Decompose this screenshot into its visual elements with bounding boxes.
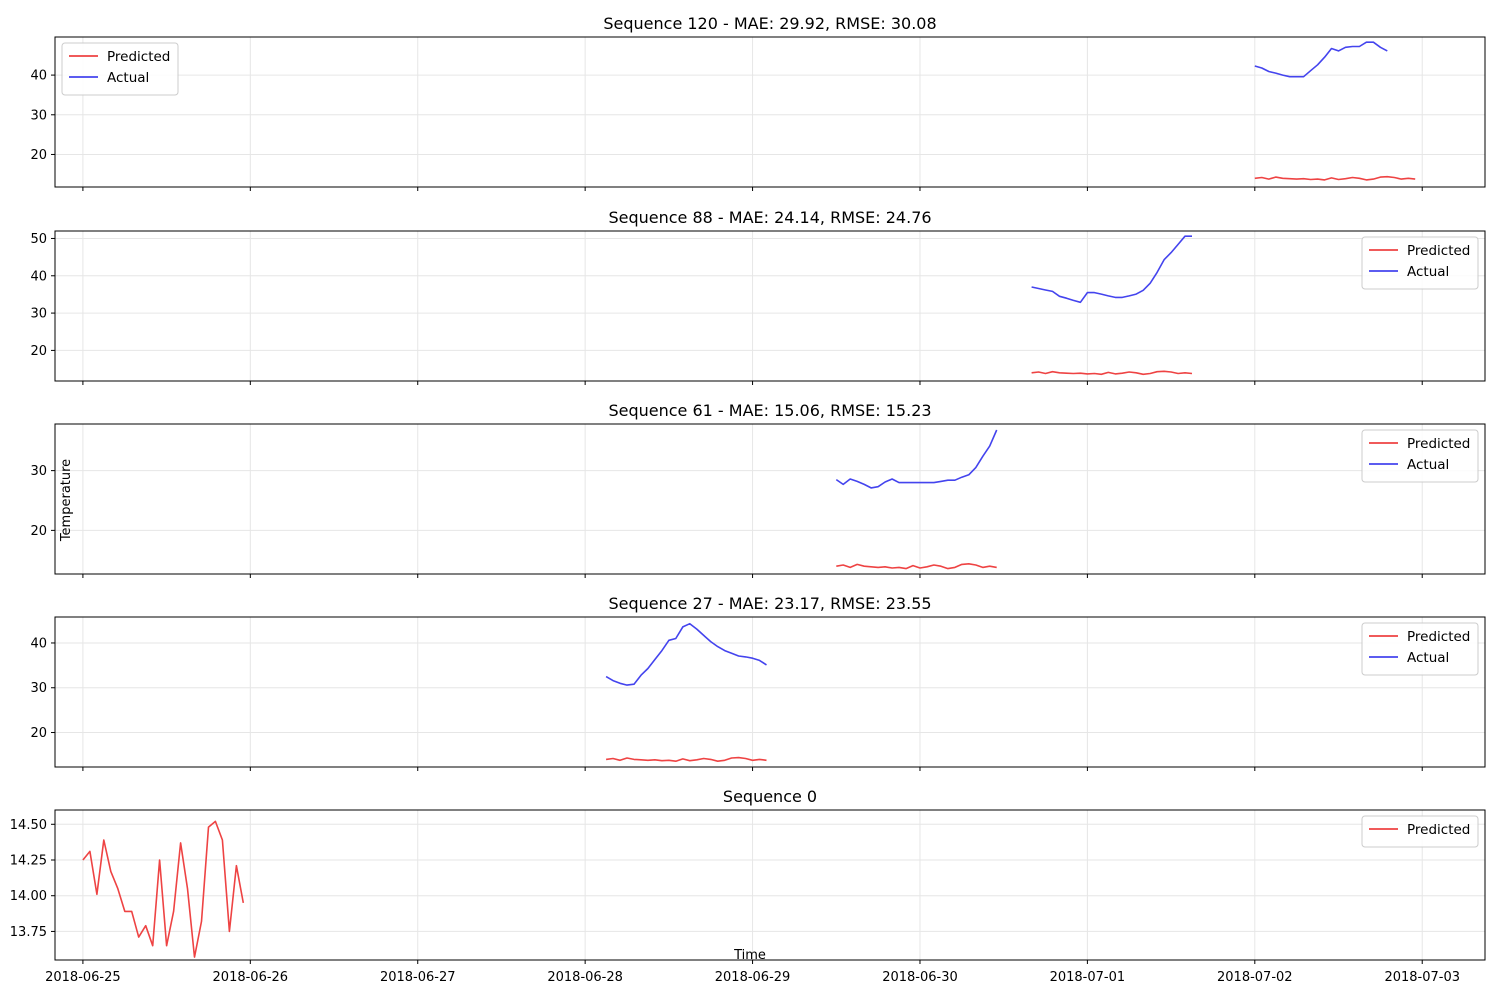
subplot-title: Sequence 120 - MAE: 29.92, RMSE: 30.08 [603, 14, 936, 33]
x-tick-label: 2018-07-01 [1050, 970, 1126, 985]
legend-label: Actual [1407, 457, 1449, 473]
subplot-title: Sequence 0 [723, 787, 817, 806]
y-tick-label: 30 [30, 307, 47, 322]
series-line-actual [1254, 41, 1388, 78]
legend-label: Actual [1407, 650, 1449, 666]
x-tick-label: 2018-06-28 [547, 970, 623, 985]
axes-frame [54, 230, 1486, 382]
y-tick-label: 14.25 [10, 854, 47, 869]
legend-label: Predicted [1407, 822, 1470, 838]
y-axis-label: Temperature [59, 459, 74, 542]
y-tick-label: 30 [30, 681, 47, 696]
legend-box [1361, 815, 1479, 848]
series-line-predicted [1031, 370, 1193, 376]
legend: Predicted [1361, 815, 1479, 848]
legend: Predicted Actual [61, 42, 179, 96]
y-tick-label: 40 [30, 636, 47, 651]
subplot-title: Sequence 88 - MAE: 24.14, RMSE: 24.76 [608, 208, 931, 227]
legend-label: Predicted [1407, 243, 1470, 259]
legend-label: Actual [107, 70, 149, 86]
subplot-3: 20 30 Sequence 61 - MAE: 15.06, RMSE: 15.2… [30, 401, 1486, 578]
series-line-predicted [836, 562, 997, 570]
x-tick-label: 2018-07-03 [1384, 970, 1460, 985]
y-tick-label: 30 [30, 108, 47, 123]
subplot-title: Sequence 27 - MAE: 23.17, RMSE: 23.55 [608, 594, 931, 613]
y-tick-label: 20 [30, 524, 47, 539]
x-axis-label: Time [733, 948, 766, 963]
y-tick-label: 20 [30, 726, 47, 741]
legend-label: Predicted [107, 49, 170, 65]
axes-frame [54, 616, 1486, 768]
y-tick-label: 20 [30, 148, 47, 163]
y-tick-label: 13.75 [10, 925, 47, 940]
series-line-actual [605, 622, 767, 686]
subplot-5: 2018-06-25 2018-06-26 2018-06-27 2018-06-28… [10, 787, 1486, 985]
legend: Predicted Actual [1361, 622, 1479, 676]
subplot-4: 20 30 40 Sequence 27 - MAE: 23.17, RMSE: 23… [30, 594, 1486, 771]
y-tick-label: 20 [30, 344, 47, 359]
y-tick-label: 40 [30, 269, 47, 284]
x-tick-label: 2018-06-26 [213, 970, 289, 985]
x-tick-label: 2018-06-27 [380, 970, 456, 985]
y-tick-label: 50 [30, 232, 47, 247]
axes-frame [54, 809, 1486, 961]
x-tick-label: 2018-06-29 [715, 970, 791, 985]
y-tick-label: 14.00 [10, 889, 47, 904]
subplot-2: 20 30 40 50 Sequence 88 - MAE: 24.14, RMSE: … [30, 208, 1486, 385]
legend-label: Actual [1407, 264, 1449, 280]
y-tick-label: 14.50 [10, 818, 47, 833]
legend: Predicted Actual [1361, 429, 1479, 483]
x-tick-label: 2018-07-02 [1217, 970, 1293, 985]
series-line-predicted [605, 756, 767, 763]
x-tick-label: 2018-06-30 [882, 970, 958, 985]
subplot-1: 20 30 40 Sequence 120 - MAE: 29.92, RMSE: 3… [30, 14, 1486, 191]
x-tick-label: 2018-06-25 [45, 970, 121, 985]
series-line-predicted [82, 820, 245, 958]
subplot-title: Sequence 61 - MAE: 15.06, RMSE: 15.23 [608, 401, 931, 420]
legend-label: Predicted [1407, 436, 1470, 452]
series-line-actual [835, 429, 998, 489]
y-tick-label: 40 [30, 69, 47, 84]
axes-frame [54, 36, 1486, 188]
y-tick-label: 30 [30, 464, 47, 479]
legend: Predicted Actual [1361, 236, 1479, 290]
series-line-actual [1031, 235, 1192, 304]
axes-frame [54, 423, 1486, 575]
series-line-predicted [1254, 175, 1416, 181]
legend-label: Predicted [1407, 629, 1470, 645]
